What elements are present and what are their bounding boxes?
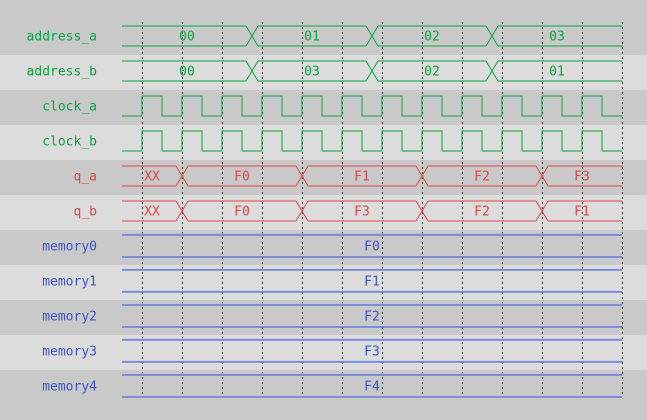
bus-transition [415, 165, 429, 187]
bus-value: 02 [424, 65, 440, 80]
signal-label-q_a[interactable]: q_a [74, 170, 97, 185]
mem-value: F1 [364, 275, 380, 290]
bus-value: 03 [304, 65, 320, 80]
signal-row-memory2: memory2 F2 [42, 303, 622, 328]
bus-transition [245, 60, 259, 82]
signal-label-address_a[interactable]: address_a [27, 30, 97, 45]
signal-label-memory3[interactable]: memory3 [42, 345, 97, 360]
bus-value: F1 [354, 170, 370, 185]
bus-value: 01 [304, 30, 320, 45]
bus-transition [365, 25, 379, 47]
signal-label-memory1[interactable]: memory1 [42, 275, 97, 290]
signal-label-address_b[interactable]: address_b [27, 65, 98, 80]
bus-value: 00 [179, 30, 195, 45]
bus-value: 01 [549, 65, 565, 80]
bus-value: 03 [549, 30, 565, 45]
signal-label-clock_a[interactable]: clock_a [42, 100, 97, 115]
bus-transition [365, 60, 379, 82]
signal-label-memory2[interactable]: memory2 [42, 310, 97, 325]
row-stripe [0, 265, 647, 300]
bus-transition [245, 25, 259, 47]
bus-transition [175, 165, 189, 187]
signal-label-memory4[interactable]: memory4 [42, 380, 97, 395]
bus-value: F3 [574, 170, 590, 185]
signal-row-clock_b: clock_b [42, 130, 622, 152]
row-stripe [0, 335, 647, 370]
signal-label-memory0[interactable]: memory0 [42, 240, 97, 255]
bus-transition [175, 200, 189, 222]
bus-transition [485, 25, 499, 47]
bus-value: F2 [474, 170, 490, 185]
bus-transition [295, 200, 309, 222]
bus-transition [485, 60, 499, 82]
mem-value: F0 [364, 240, 380, 255]
bus-value: 02 [424, 30, 440, 45]
bus-transition [295, 165, 309, 187]
signal-row-memory3: memory3 F3 [42, 338, 622, 363]
signal-label-clock_b[interactable]: clock_b [42, 135, 97, 150]
signal-row-address_a: address_a 00 01 02 03 [27, 25, 622, 47]
bus-value: F1 [574, 205, 590, 220]
clock-wave [122, 95, 622, 117]
bus-value: F0 [234, 205, 250, 220]
signal-row-memory4: memory4 F4 [42, 373, 622, 398]
mem-value: F3 [364, 345, 380, 360]
clock-wave [122, 130, 622, 152]
signal-row-clock_a: clock_a [42, 95, 622, 117]
bus-value: F2 [474, 205, 490, 220]
bus-value: F3 [354, 205, 370, 220]
bus-value: XX [144, 170, 160, 185]
row-stripe [0, 125, 647, 160]
bus-transition [535, 200, 549, 222]
signal-row-address_b: address_b 00 03 02 01 [27, 60, 622, 82]
bus-value: F0 [234, 170, 250, 185]
mem-value: F2 [364, 310, 380, 325]
row-stripe [0, 195, 647, 230]
bus-transition [415, 200, 429, 222]
signal-row-q_b: q_b XX F0 F3 F2 F1 [74, 200, 622, 222]
signal-label-q_b[interactable]: q_b [74, 205, 98, 220]
signal-row-memory1: memory1 F1 [42, 268, 622, 293]
signal-row-memory0: memory0 F0 [42, 233, 622, 258]
bus-value: 00 [179, 65, 195, 80]
bus-transition [535, 165, 549, 187]
mem-value: F4 [364, 380, 380, 395]
bus-value: XX [144, 205, 160, 220]
signal-row-q_a: q_a XX F0 F1 F2 F3 [74, 165, 622, 187]
